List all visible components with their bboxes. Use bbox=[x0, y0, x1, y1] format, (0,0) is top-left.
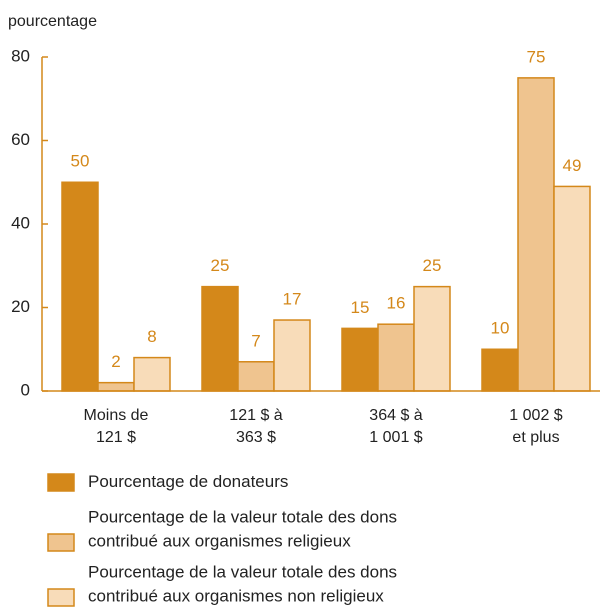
x-tick-label-line: 363 $ bbox=[236, 429, 276, 446]
legend-label: Pourcentage de la valeur totale des dons… bbox=[88, 563, 397, 606]
bar bbox=[413, 285, 451, 392]
value-label: 2 bbox=[111, 352, 120, 371]
x-tick-label-line: 121 $ bbox=[96, 429, 136, 446]
y-tick-label: 60 bbox=[11, 130, 30, 149]
bar bbox=[201, 285, 239, 392]
value-label: 25 bbox=[423, 256, 442, 275]
y-tick-label: 0 bbox=[21, 380, 30, 399]
value-label: 49 bbox=[563, 156, 582, 175]
bar bbox=[553, 185, 591, 392]
y-tick-label: 80 bbox=[11, 46, 30, 65]
x-tick-label: Moins de 121 $ bbox=[84, 407, 149, 446]
x-tick-label: 364 $ à 1 001 $ bbox=[369, 407, 422, 446]
legend-swatch bbox=[47, 473, 75, 492]
y-tick-label: 40 bbox=[11, 213, 30, 232]
legend-label: Pourcentage de la valeur totale des dons… bbox=[88, 508, 397, 551]
legend-label: Pourcentage de donateurs bbox=[88, 472, 288, 491]
y-axis-label: pourcentage bbox=[8, 13, 97, 30]
x-tick-label-line: 364 $ à bbox=[369, 407, 422, 424]
bar bbox=[61, 181, 99, 392]
value-label: 10 bbox=[491, 319, 510, 338]
legend-label-line: contribué aux organismes non religieux bbox=[88, 587, 384, 606]
value-label: 17 bbox=[283, 290, 302, 309]
bar bbox=[273, 319, 311, 392]
value-label: 7 bbox=[251, 331, 260, 350]
x-tick-label-line: 1 002 $ bbox=[509, 407, 562, 424]
bar bbox=[377, 323, 415, 392]
value-label: 25 bbox=[211, 256, 230, 275]
value-label: 16 bbox=[387, 294, 406, 313]
legend-label-line: Pourcentage de la valeur totale des dons bbox=[88, 508, 397, 527]
bar bbox=[133, 356, 171, 392]
legend-label-line: Pourcentage de la valeur totale des dons bbox=[88, 563, 397, 582]
x-tick-label: 1 002 $ et plus bbox=[509, 407, 562, 446]
x-tick-label-line: et plus bbox=[512, 429, 559, 446]
x-tick-label-line: 121 $ à bbox=[229, 407, 282, 424]
bar bbox=[517, 77, 555, 392]
value-label: 8 bbox=[147, 327, 156, 346]
value-label: 75 bbox=[527, 47, 546, 66]
value-label: 50 bbox=[71, 152, 90, 171]
x-tick-label-line: Moins de bbox=[84, 407, 149, 424]
legend-swatch bbox=[47, 533, 75, 552]
bar bbox=[341, 327, 379, 392]
bar bbox=[237, 361, 275, 392]
legend-swatch bbox=[47, 588, 75, 607]
x-tick-label: 121 $ à 363 $ bbox=[229, 407, 282, 446]
legend-label-line: contribué aux organismes religieux bbox=[88, 532, 351, 551]
bar bbox=[97, 381, 135, 392]
x-tick-label-line: 1 001 $ bbox=[369, 429, 422, 446]
legend-label-line: Pourcentage de donateurs bbox=[88, 472, 288, 491]
y-tick-label: 20 bbox=[11, 297, 30, 316]
value-label: 15 bbox=[351, 298, 370, 317]
bar bbox=[481, 348, 519, 392]
